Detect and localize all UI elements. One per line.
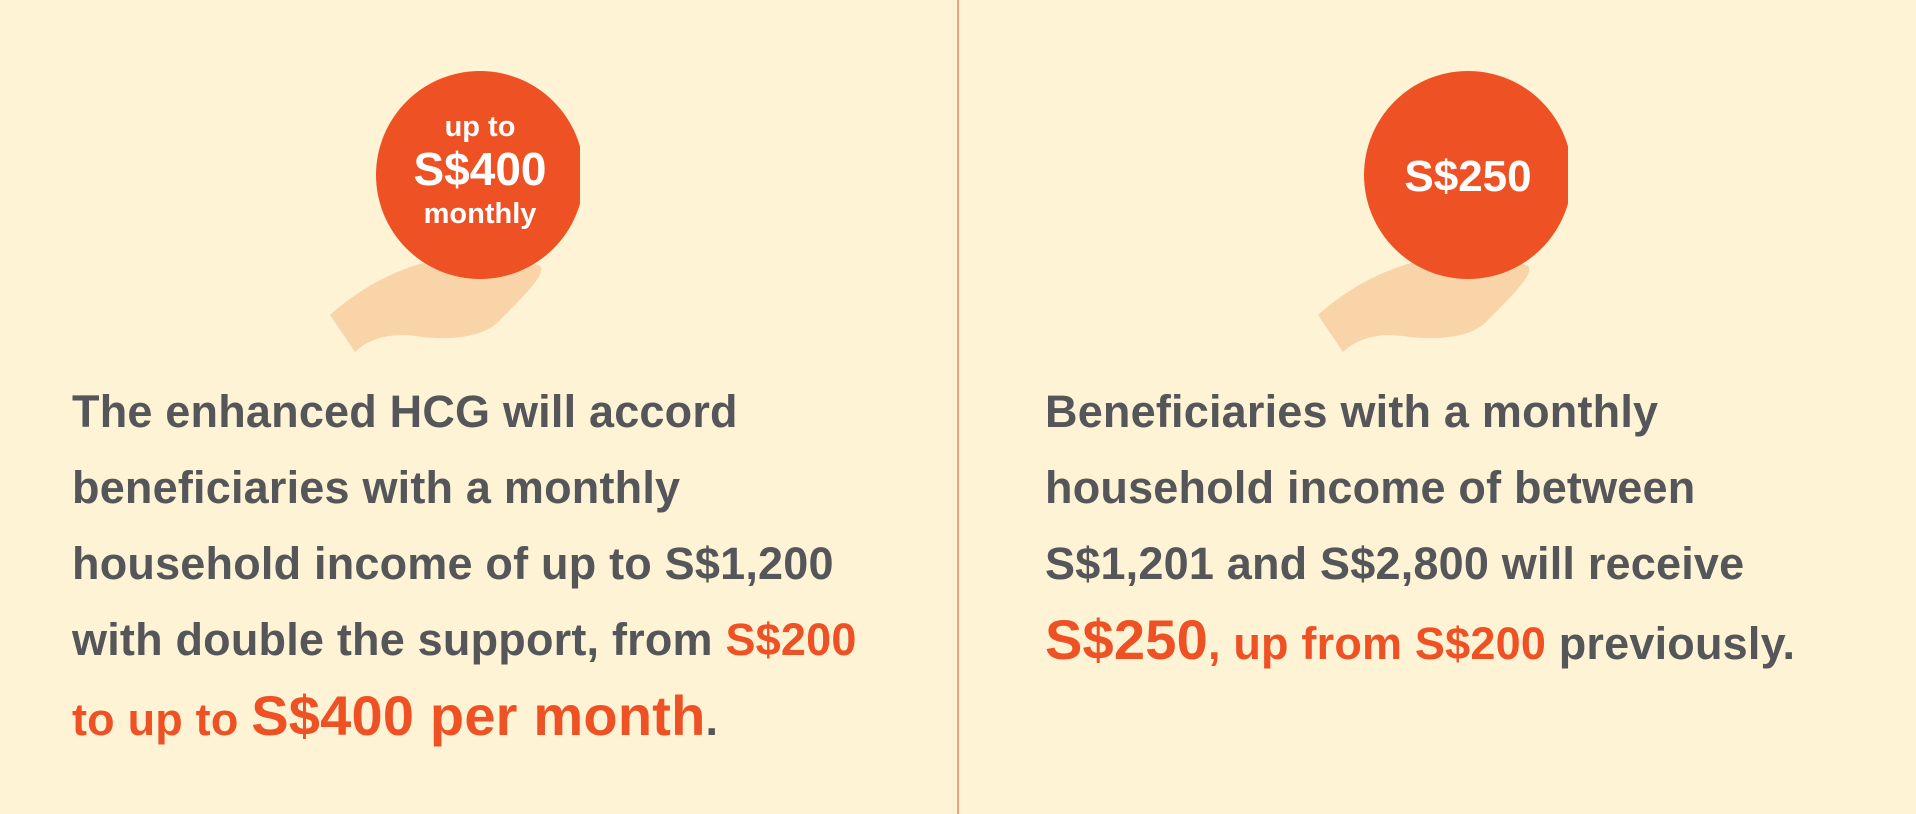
left-line2: beneficiaries with a monthly xyxy=(72,462,681,513)
left-description: The enhanced HCG will accord beneficiari… xyxy=(72,374,857,758)
hand-icon xyxy=(330,254,542,352)
right-line4-highlight: S$250 xyxy=(1045,608,1208,671)
left-line5-accent: to up to xyxy=(72,694,252,745)
badge-amount: S$250 xyxy=(1404,152,1531,201)
hand-icon xyxy=(1318,254,1530,352)
coin-icon xyxy=(376,71,580,279)
right-line2: household income of between xyxy=(1045,462,1696,513)
hand-holding-coin-icon: up to S$400 monthly xyxy=(330,71,580,352)
left-line5-end: . xyxy=(705,694,719,745)
left-line5-highlight: S$400 per month xyxy=(251,684,706,747)
left-panel: up to S$400 monthly The enhanced HCG wil… xyxy=(0,0,957,814)
left-line1: The enhanced HCG will accord xyxy=(72,386,738,437)
left-line3: household income of up to S$1,200 xyxy=(72,538,834,589)
right-line4-accent: , up from S$200 xyxy=(1207,618,1547,669)
right-line1: Beneficiaries with a monthly xyxy=(1045,386,1659,437)
right-line3: S$1,201 and S$2,800 will receive xyxy=(1045,538,1745,589)
badge-line3: monthly xyxy=(424,198,537,230)
right-panel: S$250 Beneficiaries with a monthly house… xyxy=(959,0,1916,814)
panel-divider xyxy=(957,0,959,814)
left-line4-accent: S$200 xyxy=(725,614,857,665)
badge-line1: up to xyxy=(445,111,516,143)
right-line4-end: previously. xyxy=(1546,618,1796,669)
badge-amount: S$400 xyxy=(413,143,546,195)
right-description: Beneficiaries with a monthly household i… xyxy=(1045,374,1795,682)
left-line4: with double the support, from xyxy=(72,614,726,665)
coin-icon xyxy=(1364,71,1568,279)
hand-holding-coin-icon: S$250 xyxy=(1318,71,1568,352)
